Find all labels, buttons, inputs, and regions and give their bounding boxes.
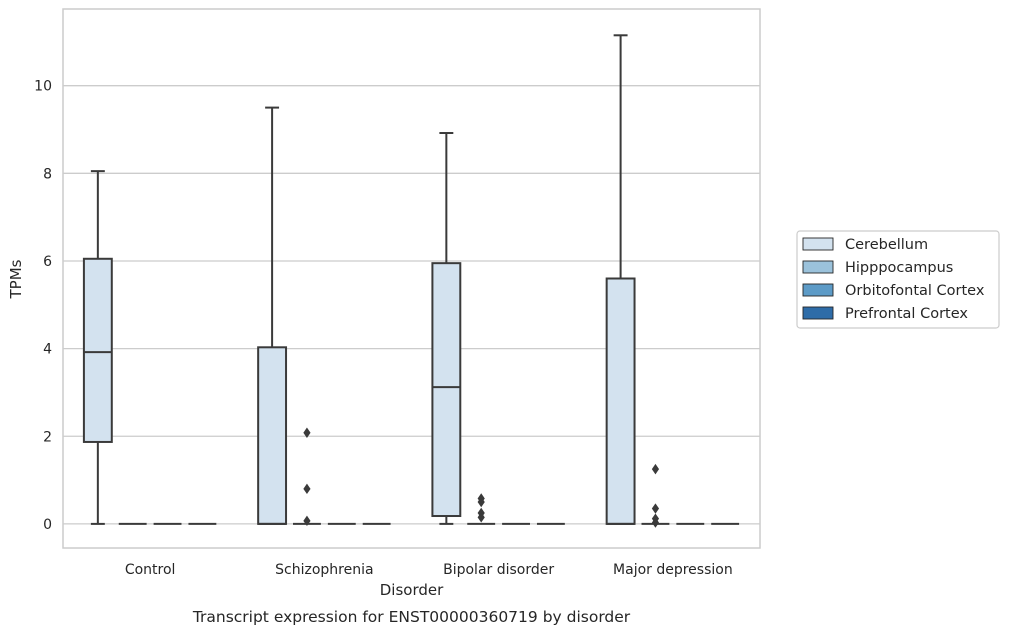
- box-body: [431, 262, 462, 518]
- y-tick-label: 6: [43, 254, 52, 270]
- x-tick-label-control: Control: [125, 562, 176, 578]
- series-cerebellum: [82, 34, 636, 525]
- y-tick-label: 0: [43, 517, 52, 533]
- outlier-point: [303, 483, 311, 495]
- outlier-point: [477, 512, 485, 523]
- y-tick-label: 2: [43, 429, 52, 445]
- box-hipppocampus-bipolar-disorder: [467, 493, 496, 525]
- legend-swatch: [802, 260, 834, 274]
- box-cerebellum-schizophrenia: [257, 106, 288, 525]
- box-series: [82, 34, 740, 528]
- legend-label: Prefrontal Cortex: [845, 306, 968, 322]
- chart-caption: Transcript expression for ENST0000036071…: [192, 608, 631, 626]
- y-tick-label: 10: [34, 79, 52, 95]
- plot-frame: [62, 8, 761, 549]
- box-cerebellum-major-depression: [605, 34, 636, 525]
- outlier-point: [303, 515, 311, 527]
- box-cerebellum-control: [82, 170, 113, 525]
- y-tick-label: 8: [43, 166, 52, 182]
- x-tick-labels: Control Schizophrenia Bipolar disorder Majo…: [125, 562, 733, 578]
- x-tick-label-schizophrenia: Schizophrenia: [275, 562, 373, 578]
- outlier-point: [651, 463, 660, 475]
- legend-swatch: [802, 237, 834, 251]
- outlier-point: [651, 503, 660, 514]
- legend-entry-prefrontal-cortex: Prefrontal Cortex: [802, 306, 968, 322]
- legend-label: Orbitofontal Cortex: [845, 283, 985, 299]
- legend-label: Cerebellum: [845, 237, 928, 253]
- box-cerebellum-bipolar-disorder: [431, 132, 462, 525]
- legend-label: Hipppocampus: [845, 260, 953, 276]
- x-axis-title: Disorder: [380, 581, 444, 599]
- legend-entry-orbitofontal-cortex: Orbitofontal Cortex: [802, 283, 985, 299]
- outlier-point: [477, 496, 485, 508]
- x-tick-label-bipolar-disorder: Bipolar disorder: [443, 562, 554, 578]
- series-hipppocampus: [118, 427, 670, 528]
- legend: Cerebellum Hipppocampus Orbitofontal Corte…: [796, 230, 1000, 329]
- box-body: [257, 346, 288, 525]
- legend-entry-hipppocampus: Hipppocampus: [802, 260, 953, 276]
- box-body: [82, 257, 113, 443]
- x-tick-label-major-depression: Major depression: [613, 562, 733, 578]
- box-hipppocampus-major-depression: [641, 463, 670, 528]
- y-tick-labels: 0 2 4 6 8 10: [34, 79, 52, 533]
- legend-entry-cerebellum: Cerebellum: [802, 237, 928, 253]
- legend-swatch: [802, 306, 834, 320]
- legend-frame: [796, 230, 1000, 329]
- box-body: [605, 277, 636, 525]
- outlier-point: [303, 427, 311, 438]
- box-hipppocampus-schizophrenia: [293, 427, 321, 527]
- y-axis-title: TPMs: [7, 259, 25, 299]
- outlier-point: [651, 517, 660, 528]
- legend-swatch: [802, 283, 834, 297]
- y-tick-label: 4: [43, 342, 52, 358]
- grid-lines: [63, 85, 760, 525]
